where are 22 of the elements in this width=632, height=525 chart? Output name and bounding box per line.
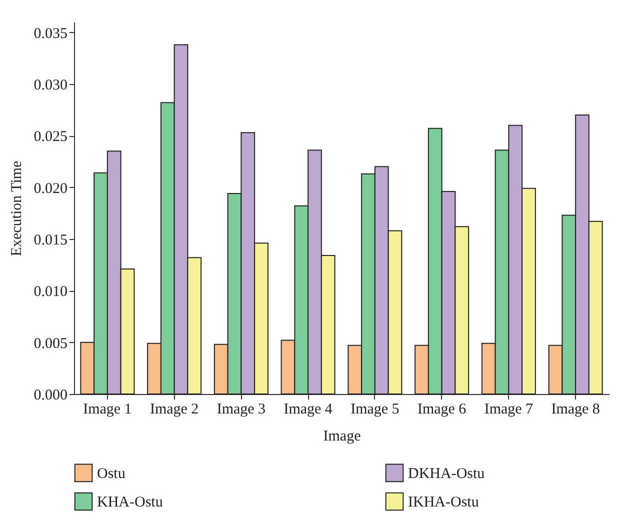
x-tick-label: Image 6 xyxy=(417,402,467,418)
legend-label: DKHA-Ostu xyxy=(408,466,486,482)
y-tick-label: 0.005 xyxy=(34,336,68,352)
legend-label: Ostu xyxy=(97,466,126,482)
y-tick-label: 0.035 xyxy=(34,26,68,42)
y-axis-title: Execution Time xyxy=(8,160,25,256)
y-tick-label: 0.030 xyxy=(34,78,68,94)
y-tick-label: 0.025 xyxy=(34,129,68,146)
legend-label: KHA-Ostu xyxy=(97,494,164,510)
x-tick-label: Image 5 xyxy=(350,402,400,418)
y-tick-label: 0.000 xyxy=(34,388,68,404)
y-tick-label: 0.020 xyxy=(34,180,68,197)
legend-label: IKHA-Ostu xyxy=(408,494,480,510)
x-tick-label: Image 3 xyxy=(216,402,266,418)
y-tick-label: 0.015 xyxy=(34,232,68,248)
x-tick-label: Image 2 xyxy=(150,402,199,418)
x-tick-label: Image 7 xyxy=(484,402,534,418)
x-tick-label: Image 1 xyxy=(83,402,132,418)
x-tick-label: Image 8 xyxy=(551,402,600,418)
x-axis-title: Image xyxy=(323,428,362,444)
x-tick-label: Image 4 xyxy=(284,402,333,418)
y-tick-label: 0.010 xyxy=(34,284,68,300)
